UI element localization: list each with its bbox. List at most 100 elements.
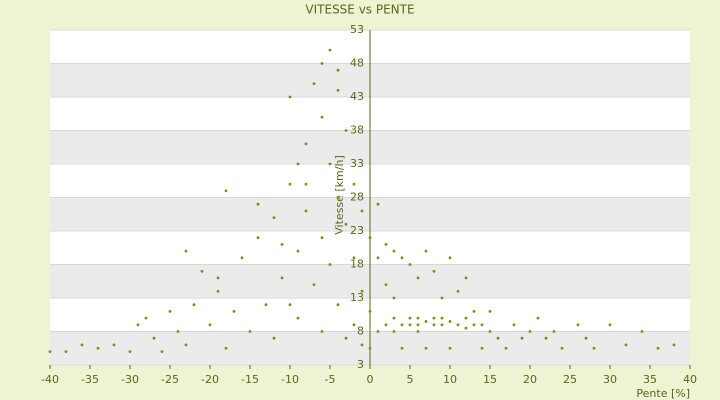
- point: [304, 182, 308, 186]
- point: [424, 346, 428, 350]
- x-tick-label: 0: [367, 373, 374, 386]
- point: [232, 310, 236, 313]
- y-axis-label: Vitesse [km/h]: [333, 155, 346, 235]
- point: [656, 346, 660, 350]
- point: [416, 330, 420, 333]
- y-tick-label: 43: [350, 90, 364, 103]
- point: [144, 316, 148, 320]
- point: [432, 323, 436, 327]
- x-tick-label: -30: [121, 373, 139, 386]
- point: [544, 336, 548, 340]
- point: [320, 115, 324, 119]
- x-tick-label: 15: [483, 373, 497, 386]
- y-tick-label: 8: [357, 325, 364, 338]
- point: [464, 276, 468, 280]
- point: [392, 249, 396, 253]
- point: [80, 343, 84, 347]
- point: [224, 189, 228, 193]
- point: [392, 296, 396, 300]
- point: [464, 316, 468, 320]
- point: [168, 310, 172, 313]
- point: [288, 95, 292, 99]
- point: [376, 330, 380, 333]
- point: [256, 202, 260, 206]
- point: [368, 236, 372, 240]
- y-tick-label: 13: [350, 291, 364, 304]
- x-tick-label: 30: [603, 373, 617, 386]
- y-tick-label: 53: [350, 23, 364, 36]
- y-tick-label: 18: [350, 258, 364, 271]
- point: [328, 48, 332, 52]
- point: [408, 316, 412, 320]
- point: [528, 330, 532, 333]
- point: [352, 182, 356, 186]
- point: [272, 336, 276, 340]
- point: [336, 303, 340, 307]
- point: [416, 323, 420, 327]
- point: [384, 323, 388, 327]
- point: [400, 346, 404, 350]
- point: [344, 336, 348, 340]
- point: [296, 316, 300, 320]
- point: [456, 289, 460, 293]
- point: [392, 316, 396, 320]
- point: [480, 323, 484, 327]
- point: [248, 330, 252, 333]
- x-tick-label: 40: [683, 373, 697, 386]
- point: [336, 196, 340, 199]
- point: [416, 276, 420, 280]
- point: [136, 323, 140, 327]
- y-tick-label: 33: [350, 157, 364, 170]
- point: [592, 346, 596, 350]
- x-tick-label: -40: [41, 373, 59, 386]
- point: [328, 263, 332, 266]
- point: [504, 346, 508, 350]
- point: [472, 323, 476, 327]
- point: [304, 142, 308, 146]
- x-tick-label: 5: [407, 373, 414, 386]
- point: [456, 323, 460, 327]
- point: [328, 162, 332, 166]
- point: [368, 310, 372, 313]
- x-tick-label: -10: [281, 373, 299, 386]
- point: [344, 129, 348, 132]
- point: [352, 256, 356, 260]
- point: [176, 330, 180, 333]
- point: [128, 350, 132, 353]
- point: [560, 346, 564, 350]
- point: [344, 222, 348, 226]
- point: [576, 323, 580, 327]
- point: [488, 310, 492, 313]
- point: [432, 316, 436, 320]
- point: [448, 320, 452, 323]
- x-tick-label: -5: [325, 373, 336, 386]
- point: [200, 269, 204, 273]
- point: [400, 256, 404, 260]
- point: [360, 209, 364, 213]
- point: [384, 243, 388, 246]
- point: [496, 336, 500, 340]
- point: [264, 303, 268, 307]
- point: [184, 249, 188, 253]
- point: [320, 62, 324, 65]
- point: [424, 320, 428, 323]
- point: [312, 283, 316, 286]
- point: [304, 209, 308, 213]
- x-tick-label: 25: [563, 373, 577, 386]
- point: [520, 336, 524, 340]
- point: [432, 269, 436, 273]
- point: [240, 256, 244, 260]
- point: [96, 346, 100, 350]
- point: [536, 316, 540, 320]
- point: [360, 343, 364, 347]
- x-tick-label: -15: [241, 373, 259, 386]
- point: [184, 343, 188, 347]
- point: [152, 336, 156, 340]
- point: [336, 88, 340, 92]
- point: [512, 323, 516, 327]
- point: [288, 303, 292, 307]
- point: [392, 330, 396, 333]
- x-tick-label: -20: [201, 373, 219, 386]
- point: [280, 243, 284, 246]
